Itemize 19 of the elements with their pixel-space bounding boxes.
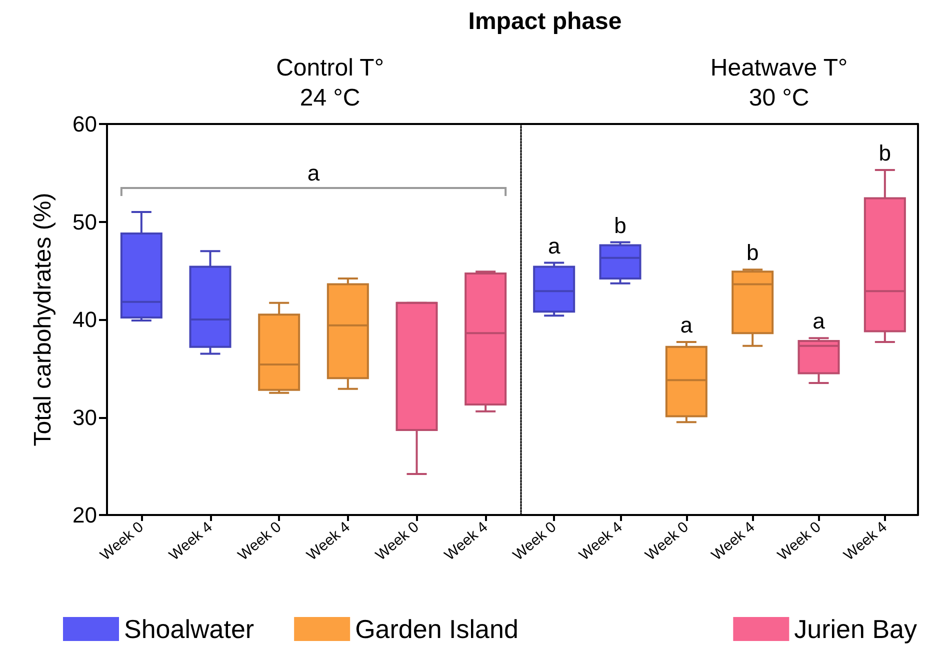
chart-subtitle: Heatwave T° 30 °C: [710, 54, 848, 112]
y-tick-label: 50: [72, 209, 97, 234]
annotation: a: [812, 308, 826, 334]
y-tick-label: 60: [72, 112, 97, 136]
annotation: b: [614, 212, 626, 238]
chart-title: Impact phase: [467, 8, 623, 36]
y-tick-label: 20: [72, 502, 97, 528]
y-tick-label: 40: [72, 307, 97, 332]
annotation: a: [680, 312, 694, 338]
annotation: b: [878, 140, 892, 166]
annotation: a: [307, 160, 320, 186]
annotation: a: [548, 233, 561, 258]
y-tick-label: 30: [72, 404, 97, 430]
legend-label: Shoalwater: [124, 614, 254, 644]
legend-label: Jurien Bay: [794, 614, 918, 644]
annotation: b: [746, 240, 759, 266]
chart-subtitle: Control T° 24 °C: [276, 54, 384, 112]
y-axis-title: Total carbohydrates (%): [30, 192, 56, 446]
legend-label: Garden Island: [355, 614, 518, 644]
